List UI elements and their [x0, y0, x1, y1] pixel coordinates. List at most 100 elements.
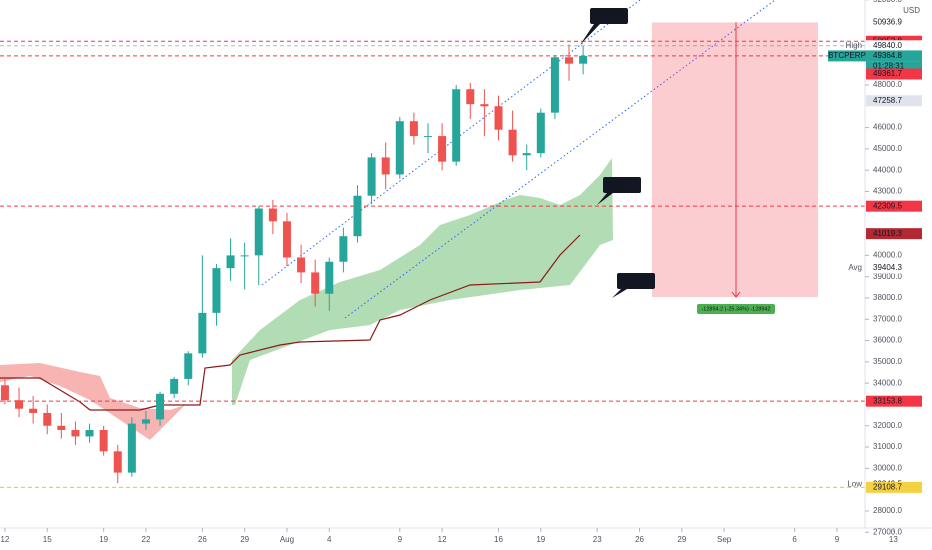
candle-body [550, 57, 559, 113]
candle-body [71, 430, 80, 437]
candle-body [57, 425, 66, 431]
candle-body [141, 419, 150, 424]
candle-body [226, 255, 235, 269]
x-tick-label: 23 [593, 535, 602, 544]
symbol: BTCPERP [828, 51, 866, 60]
candle-body [268, 208, 277, 222]
axes: 52000.048000.046000.045000.044000.043000… [0, 0, 922, 544]
candle-body [156, 393, 165, 420]
price-label: 47258.7 [873, 96, 902, 105]
x-tick-label: 9 [398, 535, 403, 544]
candle-body [297, 257, 306, 273]
x-tick-label: 12 [438, 535, 447, 544]
y-tick-label: 38000.0 [873, 293, 902, 302]
candle-body [480, 104, 489, 107]
y-tick-label: 32000.0 [873, 421, 902, 430]
trend-line [261, 0, 641, 286]
candle-body [494, 106, 503, 130]
x-tick-label: 13 [889, 535, 898, 544]
candle-body [198, 312, 207, 354]
x-tick-label: 9 [835, 535, 840, 544]
position-label-bg [697, 304, 775, 315]
x-tick-label: 15 [43, 535, 52, 544]
y-tick-label: 30000.0 [873, 463, 902, 472]
price-label-prefix: Low [847, 479, 862, 488]
x-tick-label: 26 [635, 535, 644, 544]
candle-body [15, 400, 24, 409]
candle-body [579, 55, 588, 64]
price-label-bg [866, 50, 922, 62]
currency: USD [903, 6, 920, 15]
y-tick-label: 43000.0 [873, 187, 902, 196]
candle-body [381, 157, 390, 175]
candle-body [565, 57, 574, 64]
callout-box [617, 273, 655, 289]
candle-body [212, 268, 221, 313]
candle-body [438, 136, 447, 162]
y-tick-label: 28000.0 [873, 506, 902, 515]
candle-body [353, 195, 362, 237]
position-label: -12894.2 (-25.34%) -128942 [701, 307, 770, 313]
candle-body [113, 451, 122, 473]
price-label-bg [866, 262, 922, 274]
candle-body [184, 353, 193, 379]
x-tick-label: 22 [142, 535, 151, 544]
y-tick-label: 34000.0 [873, 378, 902, 387]
x-tick-label: 6 [792, 535, 797, 544]
candle-body [452, 89, 461, 162]
trend-line [344, 0, 776, 319]
candle-body [170, 378, 179, 394]
candle-body [423, 136, 432, 138]
price-label: 39404.3 [873, 263, 902, 272]
y-tick-label: 45000.0 [873, 144, 902, 153]
price-label: 42309.5 [873, 201, 902, 210]
price-label-bg [866, 228, 922, 240]
price-label: 50936.9 [873, 18, 902, 27]
price-label-bg [866, 68, 922, 80]
price-label-bg [866, 200, 922, 212]
x-tick-label: 19 [99, 535, 108, 544]
cloud-bullish [232, 158, 613, 405]
x-tick-label: 19 [536, 535, 545, 544]
candle-body [0, 385, 9, 401]
candle-body [311, 272, 320, 294]
candle-body [240, 255, 249, 257]
candle-body [282, 221, 291, 258]
callout-text: 42503.7 [608, 180, 637, 189]
candle-body [536, 112, 545, 154]
candle-body [522, 153, 531, 156]
candle-body [325, 261, 334, 294]
candle-body [508, 129, 517, 156]
price-label-bg [866, 481, 922, 493]
price-label-bg [866, 95, 922, 107]
callout-box [603, 177, 641, 193]
price-label: 29108.7 [873, 482, 902, 491]
candle-body [127, 423, 136, 473]
x-tick-label: 26 [198, 535, 207, 544]
y-tick-label: 35000.0 [873, 357, 902, 366]
price-label: 49361.7 [873, 69, 902, 78]
base-line [0, 234, 581, 411]
y-tick-label: 27000.0 [873, 527, 902, 536]
callout-tail [580, 24, 600, 45]
y-tick-label: 44000.0 [873, 165, 902, 174]
candle-body [43, 412, 52, 426]
x-tick-label: Sep [717, 535, 732, 544]
price-axis [865, 0, 932, 550]
x-tick-label: 4 [327, 535, 332, 544]
countdown: 01:28:31 [873, 62, 905, 71]
candles [0, 44, 588, 484]
price-label: 33153.8 [873, 396, 902, 405]
price-label: 41019.3 [873, 229, 902, 238]
x-tick-label: 16 [494, 535, 503, 544]
position-arrow-head [731, 291, 741, 298]
price-label-prefix: High [846, 41, 862, 50]
position: -12894.2 (-25.34%) -128942 [652, 22, 818, 315]
symbol-bg [828, 50, 866, 62]
price-label-prefix: Avg [848, 263, 862, 272]
callout-tail [597, 193, 613, 205]
countdown-bg [866, 61, 922, 72]
x-tick-label: 29 [240, 535, 249, 544]
x-tick-label: 12 [0, 535, 9, 544]
